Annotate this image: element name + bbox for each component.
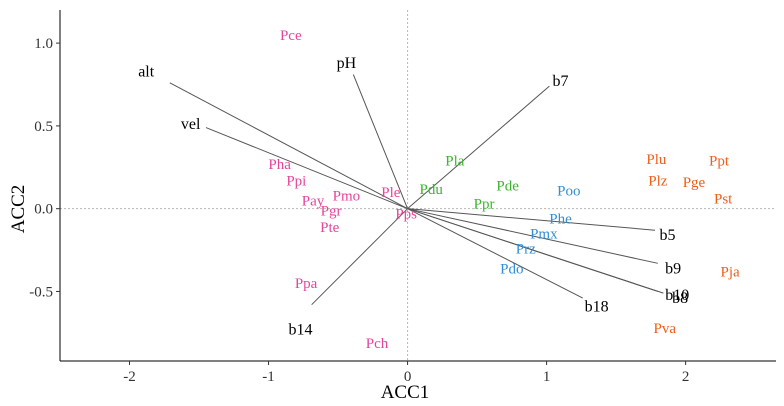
species-label-Pst: Pst xyxy=(714,192,733,208)
vector-vel xyxy=(205,127,408,210)
axes: -2 -1 0 1 2 1.0 0.5 0.0 -0.5 xyxy=(29,10,776,385)
y-tick-label: 0.0 xyxy=(34,202,53,218)
vector-b9 xyxy=(407,208,658,264)
species-label-Pte: Pte xyxy=(320,220,340,236)
x-tick-label: 0 xyxy=(404,369,412,385)
species-label-Pdo: Pdo xyxy=(500,261,523,277)
species-label-Pva: Pva xyxy=(654,321,677,337)
reference-lines xyxy=(60,10,776,361)
species-label-Ple: Ple xyxy=(381,185,401,201)
vector-label-pH: pH xyxy=(337,55,357,72)
vector-b8 xyxy=(407,208,664,294)
species-label-Pps: Pps xyxy=(395,207,417,223)
vector-alt xyxy=(169,82,408,210)
x-axis-title: ACC1 xyxy=(381,382,430,403)
species-label-Pdu: Pdu xyxy=(420,182,444,198)
species-label-Ppt: Ppt xyxy=(709,154,730,170)
x-tick-label: -1 xyxy=(262,369,275,385)
x-tick-label: -2 xyxy=(123,369,136,385)
vector-label-b9: b9 xyxy=(665,260,681,277)
vector-label-b14: b14 xyxy=(289,322,313,339)
vector-label-b10: b10 xyxy=(665,287,689,304)
species-label-Pja: Pja xyxy=(721,265,741,281)
vector-b18 xyxy=(407,208,583,299)
y-tick-label: 0.5 xyxy=(34,119,53,135)
species-label-Poo: Poo xyxy=(557,183,580,199)
vector-label-alt: alt xyxy=(138,63,155,80)
species-label-Plz: Plz xyxy=(648,174,668,190)
vector-b5 xyxy=(407,208,656,231)
species-label-Pgr: Pgr xyxy=(321,203,342,219)
species-label-Ppr: Ppr xyxy=(474,197,495,213)
vector-label-b5: b5 xyxy=(660,227,676,244)
species-label-Pce: Pce xyxy=(280,28,302,44)
species-label-Ppa: Ppa xyxy=(295,276,318,292)
species-label-Pmx: Pmx xyxy=(530,227,558,243)
species-label-Pge: Pge xyxy=(683,175,706,191)
vector-b7 xyxy=(407,85,550,210)
x-tick-label: 1 xyxy=(543,369,551,385)
species-label-Pha: Pha xyxy=(268,157,291,173)
vector-label-b18: b18 xyxy=(585,298,609,315)
vector-b14 xyxy=(311,208,408,306)
vector-label-vel: vel xyxy=(181,116,201,133)
species-label-Prz: Prz xyxy=(516,241,536,257)
vector-label-b7: b7 xyxy=(553,73,569,90)
y-axis-title: ACC2 xyxy=(8,185,29,234)
x-tick-label: 2 xyxy=(682,369,690,385)
vector-label-b8: b8 xyxy=(672,290,688,307)
species-label-Pch: Pch xyxy=(366,336,389,352)
y-tick-label: -0.5 xyxy=(29,284,53,300)
vector-pH xyxy=(352,74,409,209)
species-label-Pmo: Pmo xyxy=(333,188,361,204)
species-label-Ppi: Ppi xyxy=(286,174,306,190)
species-label-Phe: Phe xyxy=(549,212,572,228)
species-label-Plu: Plu xyxy=(646,152,667,168)
species-label-Pde: Pde xyxy=(496,179,519,195)
y-tick-label: 1.0 xyxy=(34,36,53,52)
species-label-Pay: Pay xyxy=(302,193,325,209)
species-label-Pla: Pla xyxy=(445,154,465,170)
